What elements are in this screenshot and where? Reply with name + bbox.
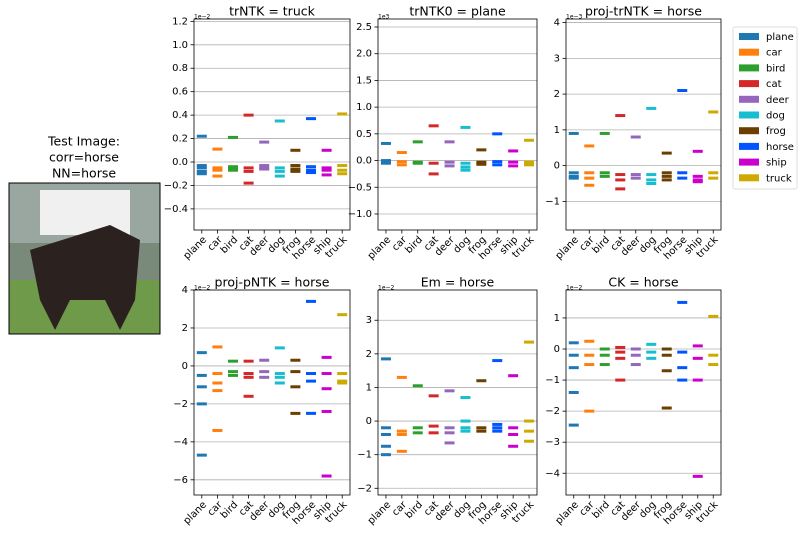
y-tick-label: 0.2 [172, 134, 188, 145]
image-title: Test Image: [47, 134, 120, 149]
legend-swatch [739, 111, 759, 119]
y-tick-label: 2.0 [356, 49, 372, 60]
legend-swatch [739, 142, 759, 150]
x-tick-label: plane [366, 234, 393, 261]
legend-label: truck [766, 173, 792, 184]
y-tick-label: 2 [554, 89, 560, 100]
y-tick-label: −1.0 [348, 209, 372, 220]
chart-title: trNTK = truck [229, 4, 315, 19]
axes-frame [377, 289, 538, 496]
y-tick-label: 1 [366, 382, 372, 393]
y-tick-label: 0 [554, 161, 560, 172]
y-tick-label: 0 [182, 361, 188, 372]
y-tick-label: 1 [554, 313, 560, 324]
y-tick-label: 4 [554, 18, 560, 29]
image-horse [30, 225, 140, 330]
y-tick-label: −2 [173, 399, 188, 410]
legend-label: dog [766, 111, 785, 122]
legend-swatch [739, 33, 759, 40]
y-tick-label: 1.0 [356, 102, 372, 113]
offset-label: 1e−2 [378, 285, 395, 292]
y-tick-label: 0 [366, 416, 372, 427]
image-title: NN=horse [52, 166, 116, 181]
chart-title: proj-pNTK = horse [215, 275, 330, 290]
legend-swatch [739, 64, 759, 72]
y-tick-label: −2 [545, 406, 560, 417]
legend-label: horse [766, 142, 794, 153]
y-tick-label: −4 [545, 468, 560, 479]
legend-swatch [739, 174, 759, 182]
y-tick-label: −1 [545, 196, 560, 207]
legend-swatch [739, 48, 759, 56]
axes-frame [565, 18, 722, 231]
legend-label: bird [766, 63, 785, 74]
y-tick-label: −0.5 [348, 182, 372, 193]
y-tick-label: 0.0 [356, 156, 372, 167]
chart-title: proj-trNTK = horse [585, 4, 702, 19]
y-tick-label: −1 [545, 375, 560, 386]
axes-frame [565, 289, 722, 496]
x-tick-label: plane [366, 499, 393, 526]
y-tick-label: 1.2 [172, 16, 188, 27]
y-tick-label: 2.5 [356, 22, 372, 33]
legend-swatch [739, 80, 759, 88]
y-tick-label: 3 [554, 53, 560, 64]
x-tick-label: plane [554, 499, 581, 526]
legend-swatch [739, 127, 759, 135]
chart-title: Em = horse [421, 275, 495, 290]
x-tick-label: plane [554, 234, 581, 261]
offset-label: 1e−2 [194, 14, 211, 21]
image-title: corr=horse [49, 150, 119, 165]
legend-label: frog [766, 126, 786, 137]
y-tick-label: −4 [173, 437, 188, 448]
x-tick-label: plane [182, 499, 209, 526]
y-tick-label: −6 [173, 475, 188, 486]
y-tick-label: 1.0 [172, 40, 188, 51]
y-tick-label: 0 [554, 344, 560, 355]
y-tick-label: 4 [182, 285, 188, 296]
offset-label: 1e−2 [566, 285, 583, 292]
y-tick-label: 0.0 [172, 157, 188, 168]
legend-label: car [766, 48, 783, 59]
x-tick-label: plane [182, 234, 209, 261]
y-tick-label: 3 [366, 315, 372, 326]
y-tick-label: 0.4 [172, 110, 188, 121]
y-tick-label: 2 [366, 349, 372, 360]
test-image-panel: Test Image: corr=horse NN=horse [8, 134, 161, 335]
y-tick-label: 0.8 [172, 63, 188, 74]
y-tick-label: −2 [357, 483, 372, 494]
y-tick-label: 1 [554, 125, 560, 136]
axes-frame [193, 18, 351, 231]
legend-label: plane [766, 32, 794, 43]
offset-label: 1e3 [378, 14, 390, 21]
y-tick-label: −3 [545, 437, 560, 448]
image-frame [8, 182, 161, 335]
axes-frame [193, 289, 351, 496]
legend-label: cat [766, 79, 782, 90]
y-tick-label: −0.4 [164, 204, 188, 215]
offset-label: 1e−2 [194, 285, 211, 292]
legend-label: deer [766, 95, 790, 106]
legend-swatch [739, 158, 759, 166]
y-tick-label: 2 [182, 323, 188, 334]
y-tick-label: −1 [357, 450, 372, 461]
legend-label: ship [766, 158, 787, 169]
chart-title: trNTK0 = plane [409, 4, 506, 19]
offset-label: 1e−3 [566, 14, 583, 21]
y-tick-label: 0.5 [356, 129, 372, 140]
y-tick-label: 0.6 [172, 87, 188, 98]
y-tick-label: −0.2 [164, 180, 188, 191]
y-tick-label: 1.5 [356, 75, 372, 86]
chart-title: CK = horse [608, 275, 679, 290]
legend-swatch [739, 95, 759, 103]
axes-frame [377, 18, 538, 231]
